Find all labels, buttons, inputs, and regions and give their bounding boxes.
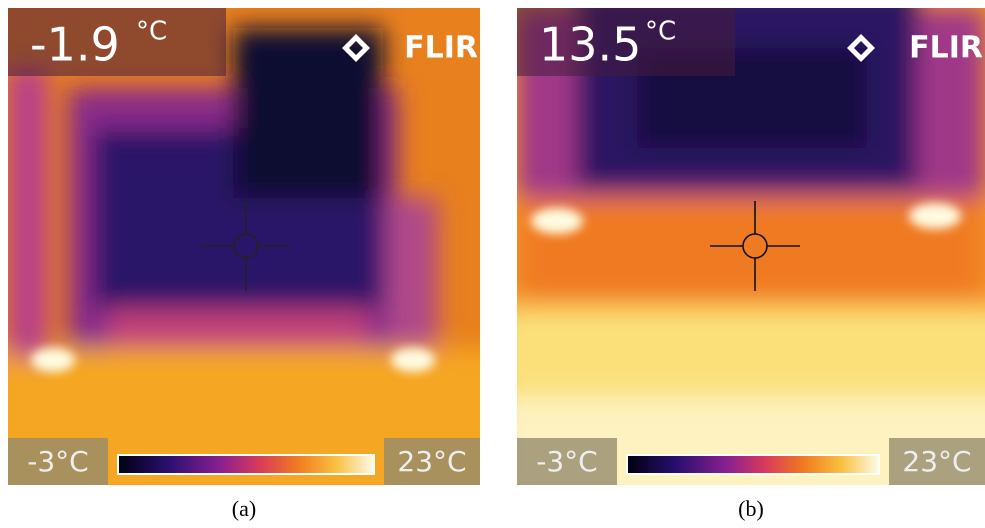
- reading-value: -1.9: [30, 18, 120, 72]
- thermal-image: [497, 0, 985, 508]
- figure: -1.9°CFLIR-3°C23°C(a)13.5°CFLIR-3°C23°C(…: [0, 0, 985, 528]
- color-bar: [627, 455, 879, 474]
- light: [391, 348, 435, 372]
- caption: (a): [232, 496, 256, 521]
- scale-min: -3°C: [27, 445, 88, 478]
- scale-min: -3°C: [536, 445, 597, 478]
- reading-unit: °C: [645, 17, 676, 47]
- color-bar: [118, 455, 374, 474]
- reading-unit: °C: [136, 17, 167, 47]
- heat: [108, 308, 368, 348]
- light: [531, 208, 583, 234]
- scale-max: 23°C: [902, 445, 971, 478]
- scale-max: 23°C: [397, 445, 466, 478]
- heat: [8, 68, 48, 358]
- thermal-panel: 13.5°C FLIR -3°C 23°C (b): [497, 0, 985, 521]
- heat: [497, 0, 985, 508]
- thermal-image: [0, 8, 508, 508]
- reading-value: 13.5: [539, 18, 641, 72]
- thermal-panel: -1.9 °C FLIR -3°C 23°C (a): [0, 8, 508, 521]
- light: [31, 348, 75, 372]
- logo-text: FLIR: [404, 31, 478, 66]
- logo-text: FLIR: [909, 31, 983, 66]
- caption: (b): [738, 496, 764, 521]
- light: [909, 203, 961, 229]
- heat: [388, 198, 438, 348]
